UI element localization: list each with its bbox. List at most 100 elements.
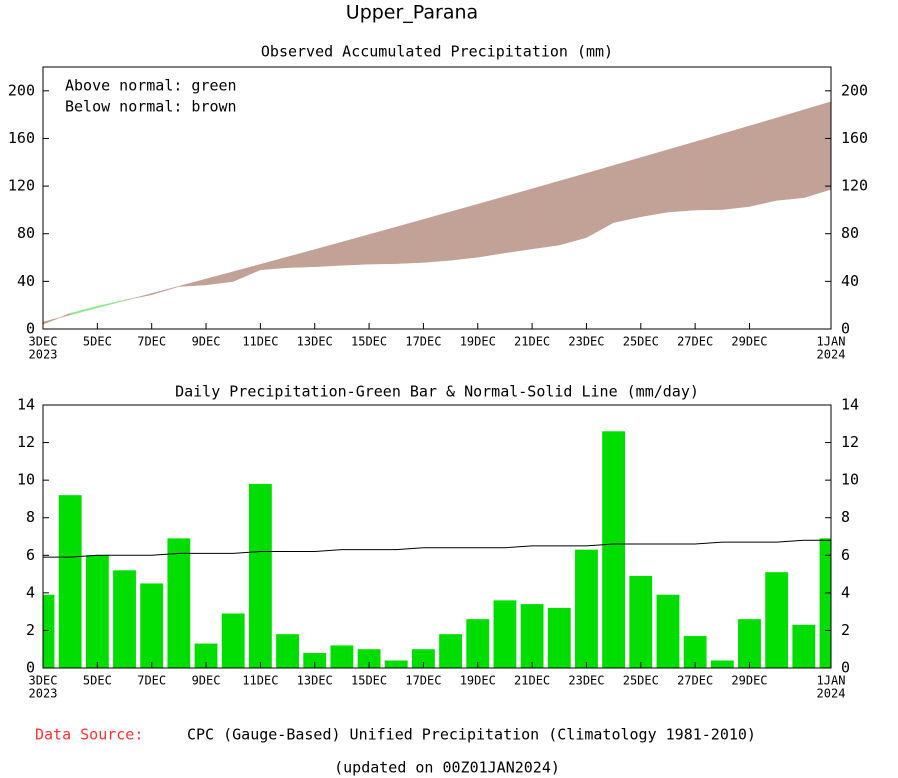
source: CPC (Gauge-Based) Unified Precipitation … bbox=[187, 726, 756, 744]
x-tick-label: 11DEC bbox=[242, 674, 278, 688]
y-tick-label: 6 bbox=[26, 546, 35, 564]
y-tick-label: 4 bbox=[26, 583, 35, 601]
bar bbox=[384, 660, 408, 668]
x-tick-label: 7DEC bbox=[137, 674, 166, 688]
y-tick-label: 2 bbox=[26, 621, 35, 639]
x-tick-label: 11DEC bbox=[242, 335, 278, 349]
y-tick-label-right: 40 bbox=[841, 272, 859, 290]
difference-area bbox=[749, 117, 777, 207]
y-tick-label: 8 bbox=[26, 508, 35, 526]
bar bbox=[167, 538, 191, 668]
bar bbox=[85, 555, 109, 668]
x-tick-label: 1JAN bbox=[817, 335, 846, 349]
y-tick-label-right: 10 bbox=[841, 471, 859, 489]
difference-area bbox=[97, 299, 125, 309]
x-tick-label: 3DEC bbox=[29, 674, 58, 688]
difference-area bbox=[43, 313, 71, 325]
bar bbox=[439, 634, 462, 668]
bar bbox=[466, 619, 490, 668]
plot-frame bbox=[42, 66, 832, 330]
y-tick-label: 0 bbox=[26, 320, 35, 338]
y-tick-label-right: 200 bbox=[841, 81, 868, 99]
x-tick-label: 23DEC bbox=[568, 674, 604, 688]
x-year-label: 2024 bbox=[817, 348, 846, 362]
y-tick-label: 200 bbox=[8, 81, 35, 99]
plot-area bbox=[43, 431, 831, 668]
bar bbox=[602, 431, 626, 668]
bar bbox=[221, 613, 245, 668]
y-tick-label: 0 bbox=[26, 659, 35, 677]
difference-area bbox=[314, 241, 343, 267]
difference-area bbox=[341, 234, 370, 266]
x-tick-label: 23DEC bbox=[568, 335, 604, 349]
y-tick-label-right: 4 bbox=[841, 583, 850, 601]
x-tick-label: 27DEC bbox=[677, 335, 713, 349]
x-year-label: 2023 bbox=[29, 348, 58, 362]
y-tick-label-right: 120 bbox=[841, 177, 868, 195]
x-tick-label: 7DEC bbox=[137, 335, 166, 349]
chart-title: Observed Accumulated Precipitation (mm) bbox=[261, 43, 613, 61]
y-tick-label-right: 160 bbox=[841, 129, 868, 147]
x-tick-label: 5DEC bbox=[83, 674, 112, 688]
difference-area bbox=[803, 101, 831, 198]
difference-area bbox=[531, 180, 560, 250]
x-tick-label: 13DEC bbox=[297, 335, 333, 349]
y-tick-label: 12 bbox=[17, 433, 35, 451]
y-tick-label: 160 bbox=[8, 129, 35, 147]
x-tick-label: 15DEC bbox=[351, 335, 387, 349]
x-tick-label: 1JAN bbox=[817, 674, 846, 688]
annotation: Above normal: green bbox=[65, 77, 237, 95]
bar bbox=[575, 549, 598, 668]
x-tick-label: 25DEC bbox=[623, 335, 659, 349]
bar bbox=[656, 594, 680, 668]
bar bbox=[357, 649, 381, 668]
updated: (updated on 00Z01JAN2024) bbox=[334, 759, 560, 777]
difference-area bbox=[124, 293, 152, 301]
y-tick-label-right: 80 bbox=[841, 224, 859, 242]
x-tick-label: 3DEC bbox=[29, 335, 58, 349]
difference-area bbox=[287, 249, 315, 268]
bar bbox=[629, 575, 653, 668]
difference-area bbox=[151, 285, 180, 296]
bar bbox=[792, 624, 816, 668]
bar bbox=[683, 636, 707, 668]
x-tick-label: 21DEC bbox=[514, 674, 550, 688]
difference-area bbox=[559, 173, 587, 246]
bar bbox=[58, 495, 82, 668]
difference-area bbox=[586, 165, 614, 238]
bar bbox=[248, 483, 272, 668]
y-tick-label-right: 6 bbox=[841, 546, 850, 564]
bar bbox=[276, 634, 299, 668]
x-year-label: 2024 bbox=[817, 687, 846, 701]
x-tick-label: 29DEC bbox=[731, 335, 767, 349]
x-tick-label: 29DEC bbox=[731, 674, 767, 688]
x-tick-label: 15DEC bbox=[351, 674, 387, 688]
difference-area bbox=[640, 149, 669, 217]
bar bbox=[140, 583, 164, 668]
bar bbox=[819, 538, 831, 668]
source-label: Data Source: bbox=[35, 726, 143, 744]
y-tick-label: 10 bbox=[17, 471, 35, 489]
bar bbox=[412, 649, 435, 668]
difference-area bbox=[504, 188, 533, 254]
page-title: Upper_Parana bbox=[346, 2, 478, 24]
bar bbox=[547, 607, 571, 668]
difference-area bbox=[667, 141, 696, 213]
x-tick-label: 25DEC bbox=[623, 674, 659, 688]
difference-area bbox=[69, 305, 98, 316]
difference-area bbox=[260, 256, 288, 271]
plot-area bbox=[43, 101, 831, 325]
y-tick-label-right: 2 bbox=[841, 621, 850, 639]
difference-area bbox=[178, 278, 207, 287]
x-tick-label: 13DEC bbox=[297, 674, 333, 688]
y-tick-label: 14 bbox=[17, 396, 35, 414]
annotation: Below normal: brown bbox=[65, 98, 237, 116]
x-tick-label: 19DEC bbox=[460, 335, 496, 349]
bar bbox=[520, 604, 544, 668]
chart-title: Daily Precipitation-Green Bar & Normal-S… bbox=[175, 383, 699, 401]
y-tick-label-right: 0 bbox=[841, 320, 850, 338]
difference-area bbox=[395, 219, 424, 264]
difference-area bbox=[776, 109, 805, 201]
x-tick-label: 9DEC bbox=[192, 674, 221, 688]
